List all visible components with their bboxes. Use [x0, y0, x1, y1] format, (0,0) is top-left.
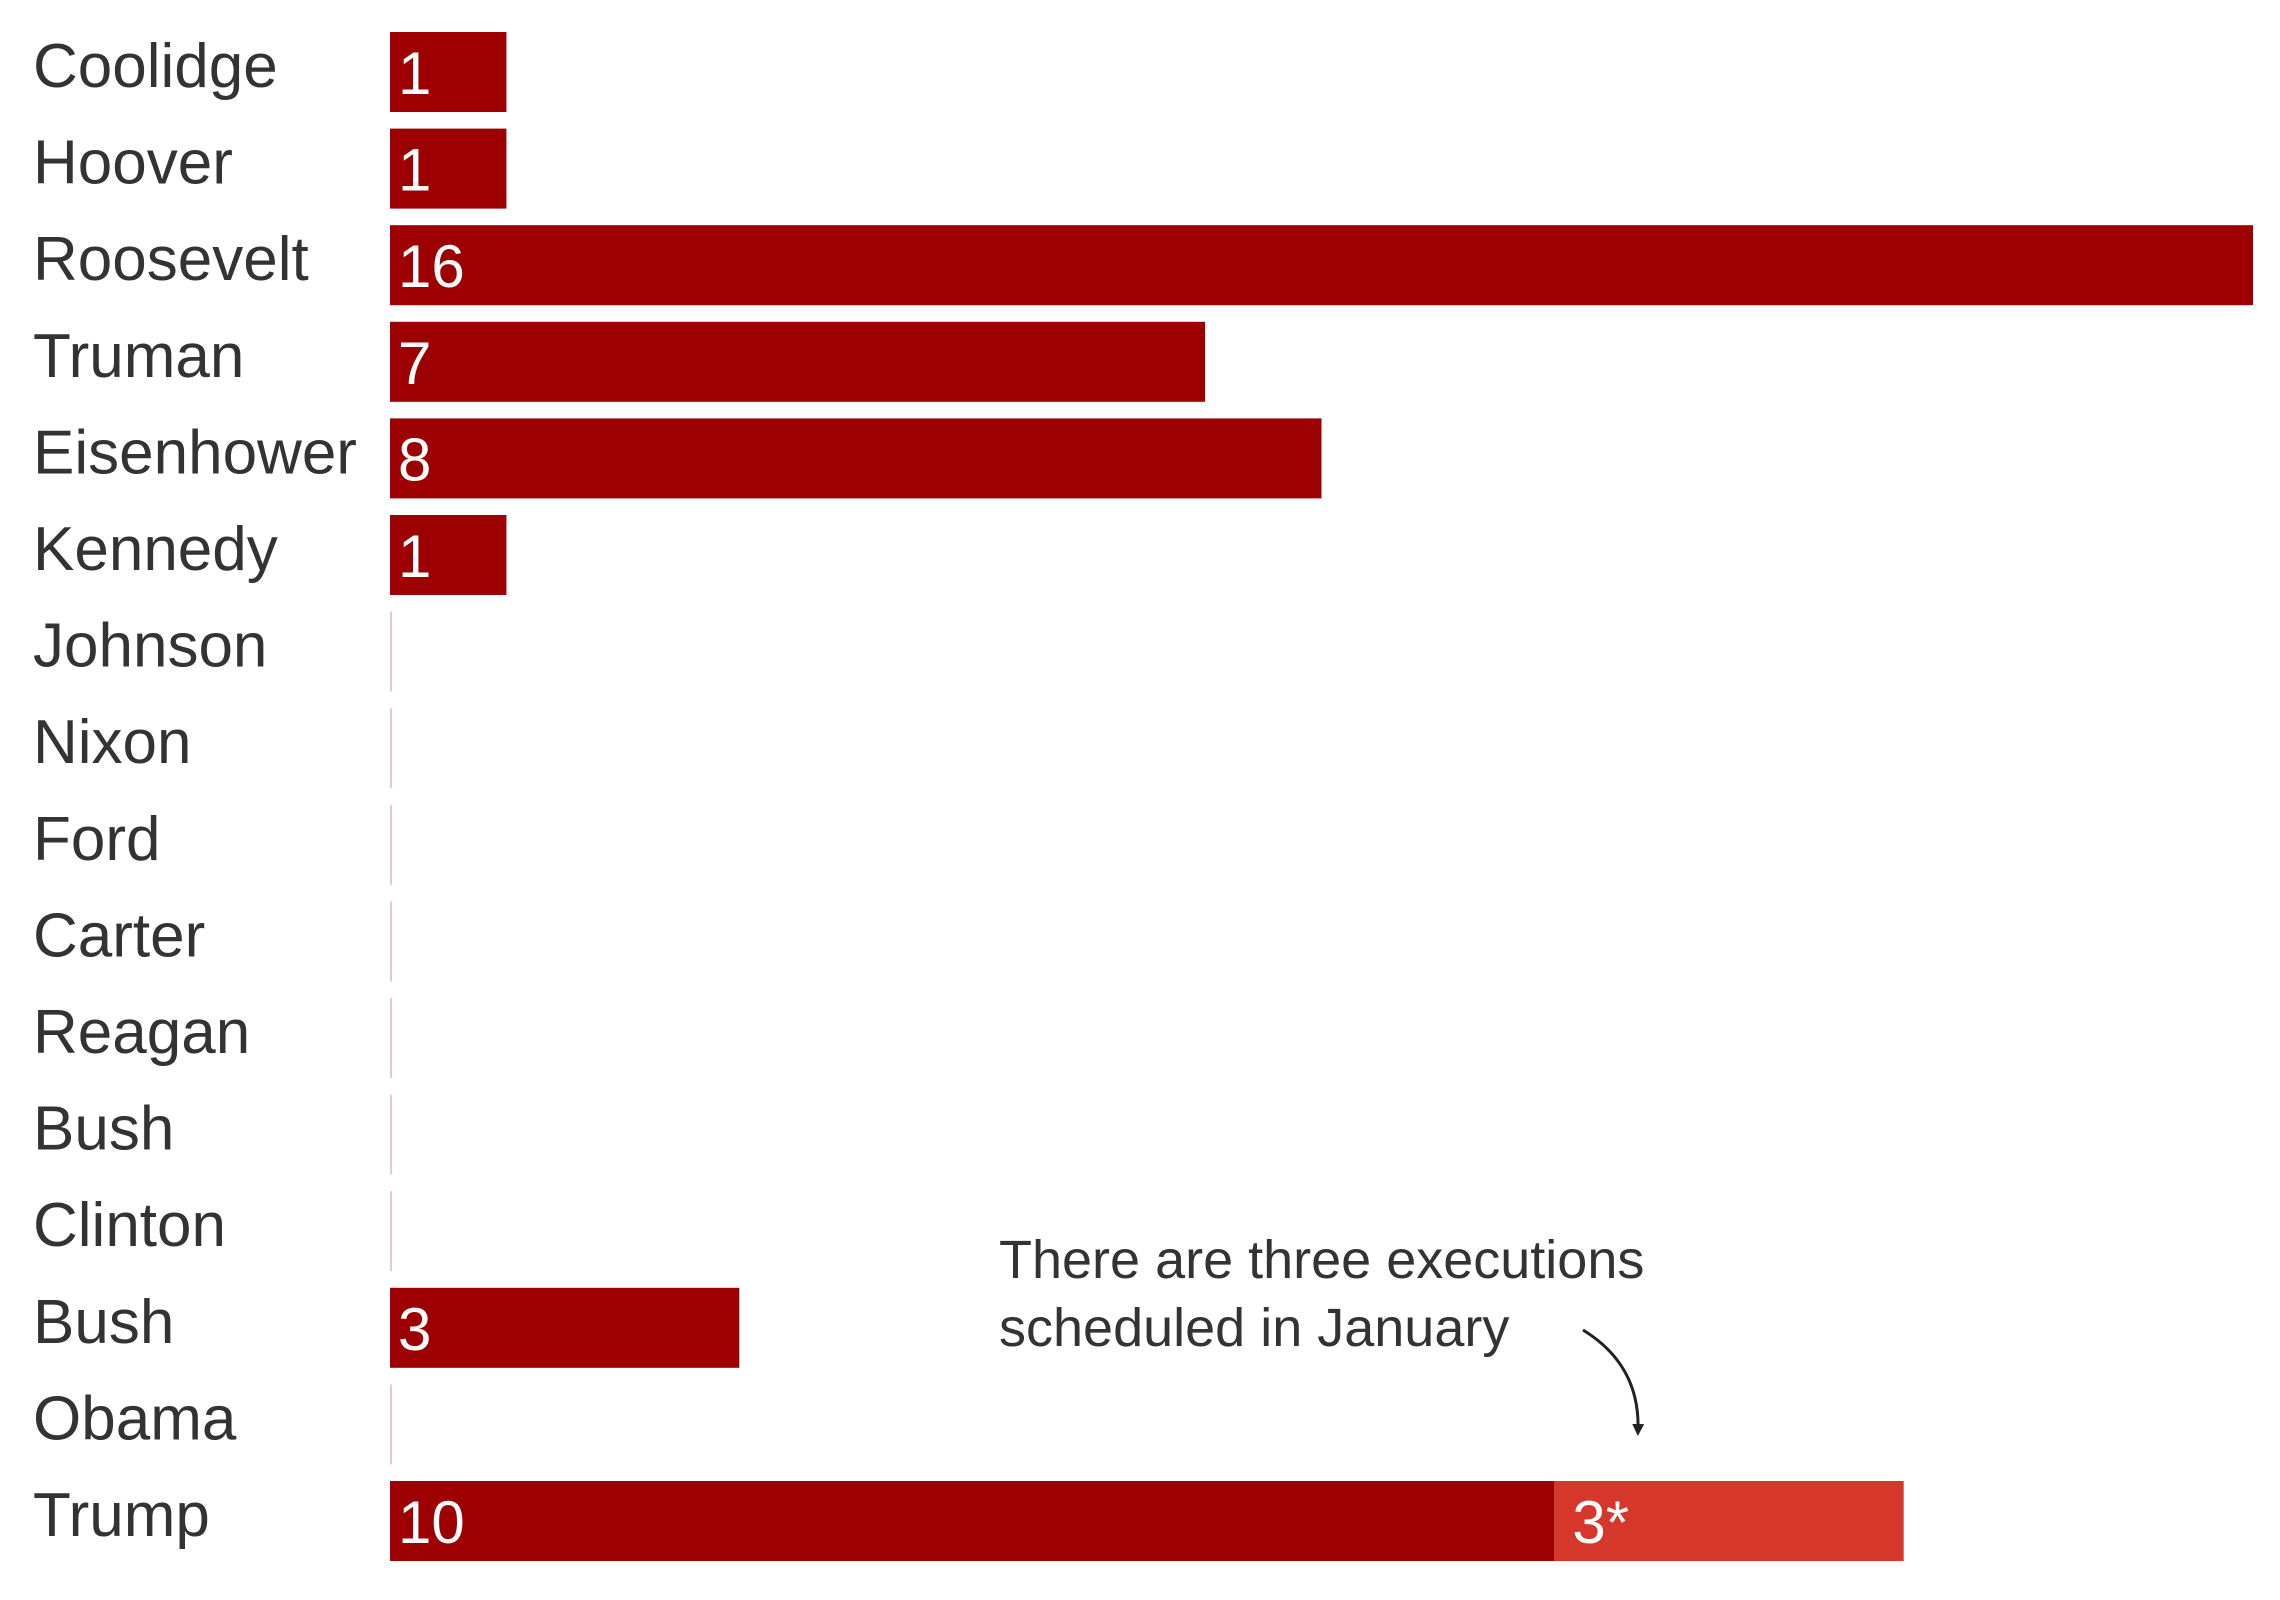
zero-marker-reagan-10 — [390, 998, 392, 1078]
bar-eisenhower-4-s0 — [390, 418, 1322, 499]
category-label-johnson-6: Johnson — [33, 612, 267, 681]
category-label-bush-11: Bush — [33, 1095, 174, 1164]
bar-trump-15-s0 — [390, 1481, 1555, 1561]
category-label-clinton-12: Clinton — [33, 1191, 226, 1260]
zero-marker-nixon-7 — [390, 708, 392, 789]
category-label-nixon-7: Nixon — [33, 708, 192, 777]
bar-value-bush-13-s0: 3 — [398, 1296, 431, 1363]
category-label-truman-3: Truman — [33, 322, 244, 391]
category-label-obama-14: Obama — [33, 1384, 237, 1453]
bar-truman-3-s0 — [390, 321, 1206, 402]
bar-value-eisenhower-4-s0: 8 — [398, 426, 431, 493]
category-label-trump-15: Trump — [33, 1481, 210, 1550]
zero-marker-carter-9 — [390, 901, 392, 982]
bar-coolidge-0-s0 — [390, 32, 507, 112]
zero-marker-bush-11 — [390, 1094, 392, 1175]
bar-bush-13-s0 — [390, 1287, 740, 1368]
category-label-kennedy-5: Kennedy — [33, 515, 278, 584]
bar-value-hoover-1-s0: 1 — [398, 137, 431, 204]
category-label-hoover-1: Hoover — [33, 129, 233, 198]
category-label-eisenhower-4: Eisenhower — [33, 418, 357, 487]
annotation: There are three executions scheduled in … — [999, 1230, 1645, 1436]
category-label-roosevelt-2: Roosevelt — [33, 225, 309, 294]
bars: 1 1 16 7 8 1 3 10 3* — [390, 32, 2253, 1561]
bar-value-trump-15-s0: 10 — [398, 1489, 465, 1556]
category-label-coolidge-0: Coolidge — [33, 32, 278, 101]
zero-marker-ford-8 — [390, 804, 392, 885]
bar-value-coolidge-0-s0: 1 — [398, 40, 431, 107]
bar-value-kennedy-5-s0: 1 — [398, 523, 431, 590]
category-label-carter-9: Carter — [33, 901, 205, 970]
bar-kennedy-5-s0 — [390, 515, 507, 595]
bar-trump-15-s1 — [1554, 1481, 1904, 1561]
annotation-arrow — [1582, 1328, 1645, 1436]
bar-value-truman-3-s0: 7 — [398, 330, 431, 397]
category-label-reagan-10: Reagan — [33, 998, 250, 1067]
zero-marker-obama-14 — [390, 1384, 392, 1465]
category-labels: Coolidge Hoover Roosevelt Truman Eisenhower K… — [33, 32, 357, 1550]
annotation-line-2: scheduled in January — [999, 1298, 1509, 1358]
category-label-ford-8: Ford — [33, 805, 160, 874]
zero-marker-johnson-6 — [390, 611, 392, 692]
bar-value-roosevelt-2-s0: 16 — [398, 233, 465, 300]
bar-hoover-1-s0 — [390, 128, 507, 209]
category-label-bush-13: Bush — [33, 1288, 174, 1357]
bar-value-trump-15-s1: 3* — [1572, 1489, 1629, 1556]
bar-roosevelt-2-s0 — [390, 225, 2253, 306]
annotation-line-1: There are three executions — [999, 1230, 1644, 1290]
zero-marker-clinton-12 — [390, 1191, 392, 1272]
